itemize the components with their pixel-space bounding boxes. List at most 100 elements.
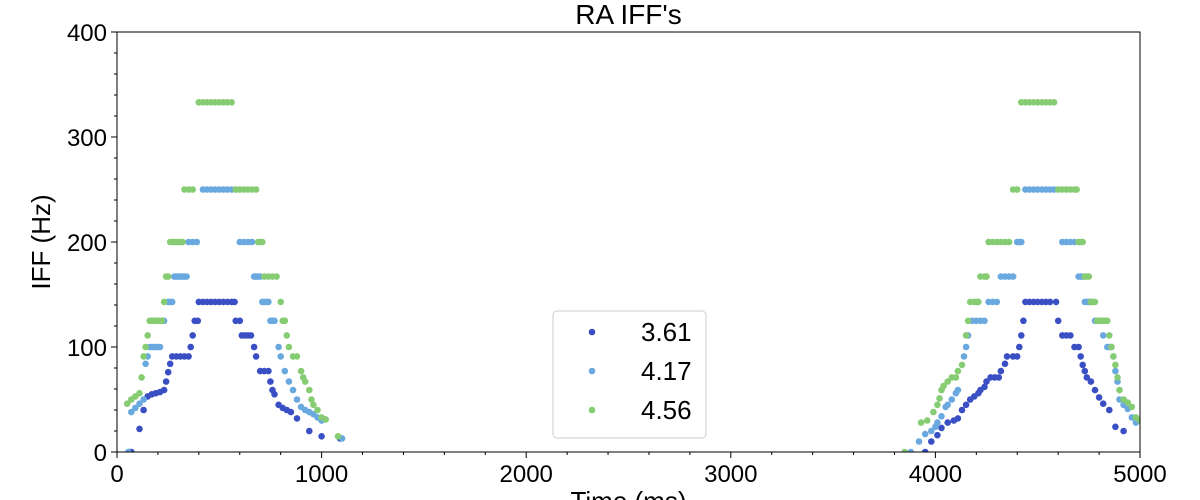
data-point [301,378,309,385]
data-point [1083,374,1091,381]
data-point [1009,273,1017,280]
legend-label: 4.17 [641,356,692,386]
data-point [132,404,139,412]
legend-label: 3.61 [641,317,692,347]
data-point [1005,238,1013,246]
data-point [228,99,235,106]
data-point [975,298,982,306]
data-point [308,396,315,403]
data-point [958,406,966,414]
data-point [287,408,295,416]
data-point [297,367,305,375]
data-point [960,353,968,360]
data-point [1018,332,1025,339]
data-point [1046,298,1054,306]
data-point [1018,238,1025,246]
data-point [981,383,988,391]
data-point [252,353,260,360]
data-point [281,317,289,325]
data-point [1116,386,1123,394]
data-point [1020,317,1027,325]
data-point [144,332,151,339]
data-point [123,400,131,408]
data-point [944,401,951,409]
data-point [901,448,908,452]
data-point [128,408,135,416]
y-tick-label: 400 [67,20,107,47]
data-point [289,386,297,394]
data-point [187,343,194,351]
data-point [322,416,330,423]
data-point [1087,378,1095,385]
legend-label: 4.56 [641,395,692,425]
data-point [936,395,943,402]
x-tick-label: 3000 [704,461,757,488]
data-point [310,401,317,409]
data-point [921,448,929,452]
data-point [1079,361,1086,369]
data-point [1106,332,1113,339]
legend-marker [588,328,596,336]
data-point [259,238,266,246]
data-point [194,317,202,325]
data-point [140,396,147,403]
data-point [250,343,258,351]
data-point [189,332,196,339]
data-point [1075,343,1082,351]
data-point [1050,99,1058,106]
data-point [1112,361,1119,369]
data-point [293,396,301,403]
data-point [1067,332,1074,339]
data-point [306,427,313,435]
data-point [930,408,937,416]
y-tick-label: 300 [67,125,107,152]
data-point [1077,353,1084,360]
y-tick-label: 100 [67,335,107,362]
data-point [252,186,260,193]
data-point [928,427,935,435]
data-point [281,367,289,375]
data-point [921,430,929,438]
y-tick-label: 200 [67,230,107,257]
data-point [247,332,255,339]
data-point [265,367,272,375]
data-point [306,386,313,394]
data-point [271,317,278,325]
data-point [1104,317,1111,325]
data-point [938,424,945,432]
data-point [283,332,291,339]
data-point [934,431,941,439]
data-point [1079,238,1086,246]
data-point [1095,394,1103,401]
data-point [275,343,282,351]
data-point [140,353,147,360]
data-point [944,419,951,426]
data-point [1081,367,1089,375]
data-point [983,273,990,280]
data-point [1112,367,1119,375]
data-point [958,361,966,369]
data-point [156,343,164,351]
data-point [938,413,945,420]
data-point [271,391,278,398]
data-point [185,353,192,360]
data-point [964,317,972,325]
data-point [1110,353,1117,360]
data-point [293,415,301,422]
data-point [285,343,293,351]
x-tick-label: 5000 [1113,461,1166,488]
data-point [236,317,244,325]
data-point [1106,406,1113,414]
data-point [231,298,238,306]
data-point [334,433,342,440]
data-point [1124,399,1131,406]
data-point [940,382,947,390]
legend-marker [588,367,596,375]
data-point [1108,343,1115,351]
data-point [1054,317,1062,325]
data-point [142,360,149,368]
data-point [277,298,285,306]
data-point [1013,353,1021,360]
data-point [948,396,956,403]
